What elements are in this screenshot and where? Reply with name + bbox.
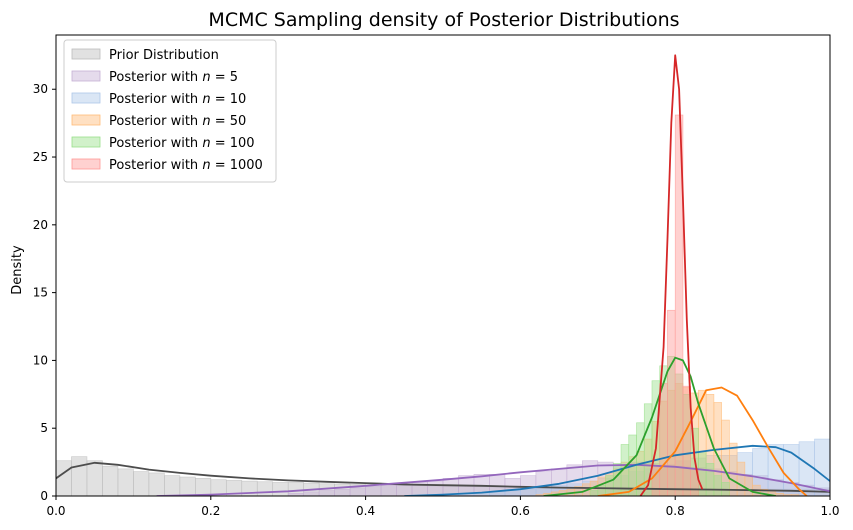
hist-bar (814, 438, 830, 496)
y-tick-label: 30 (33, 82, 48, 96)
legend-label: Posterior with n = 5 (109, 70, 238, 85)
y-tick-label: 25 (33, 150, 48, 164)
hist-bar (705, 463, 715, 496)
x-tick-label: 0.2 (201, 504, 220, 518)
kde-line-5 (639, 54, 704, 496)
hist-bar (256, 481, 274, 496)
legend-swatch (71, 48, 101, 60)
y-tick-label: 0 (40, 489, 48, 503)
plot-inner (56, 54, 830, 496)
legend-label: Posterior with n = 10 (109, 92, 246, 107)
hist-bar (334, 488, 351, 496)
hist-bar (56, 460, 72, 496)
hist-bar (318, 490, 335, 496)
hist-group-0 (56, 456, 830, 496)
legend-label: Posterior with n = 100 (109, 136, 255, 151)
plot-frame (55, 34, 831, 497)
axes: 0.0 0.2 0.4 0.6 0.8 1.0 0 5 10 15 20 25 30 (33, 34, 840, 518)
hist-bar (744, 475, 753, 496)
hist-bar (86, 460, 103, 496)
hist-bar (589, 490, 599, 496)
legend-label: Posterior with n = 1000 (109, 158, 263, 173)
hist-bar (179, 476, 196, 496)
hist-bar (303, 491, 320, 496)
hist-bar (682, 385, 691, 496)
hist-bar (520, 488, 537, 496)
hist-bar (380, 484, 397, 496)
hist-bar (427, 480, 444, 496)
legend-box (63, 39, 277, 183)
hist-bar (117, 468, 134, 496)
hist-group-5 (651, 114, 699, 496)
hist-bar (195, 478, 212, 496)
hist-bar (102, 465, 119, 496)
legend-label: Posterior with n = 50 (109, 114, 246, 129)
y-tick-label: 20 (33, 218, 48, 232)
hist-bar (713, 475, 722, 496)
x-tick-label: 0.0 (46, 504, 65, 518)
plot-area (56, 54, 830, 496)
hist-bar (667, 309, 676, 496)
kde-line-0 (56, 461, 830, 493)
legend-swatch (71, 136, 101, 148)
hist-bar (729, 442, 738, 496)
hist-bar (829, 441, 830, 496)
x-tick-label: 0.6 (511, 504, 530, 518)
hist-bar (365, 486, 382, 496)
x-tick-label: 1.0 (820, 504, 839, 518)
kde-line-2 (404, 444, 830, 496)
hist-bar (164, 475, 181, 496)
hist-bar (396, 483, 413, 496)
hist-bar (272, 482, 289, 496)
chart-title: MCMC Sampling density of Posterior Distr… (208, 9, 679, 31)
kde-line-4 (543, 356, 776, 496)
x-tick-label: 0.8 (666, 504, 685, 518)
hist-bar (71, 456, 88, 496)
y-axis-label: Density (10, 245, 25, 295)
x-tick-label: 0.4 (356, 504, 375, 518)
legend-swatch (71, 70, 101, 82)
y-tick-label: 5 (40, 421, 48, 435)
kde-line-1 (156, 463, 830, 496)
hist-bar (504, 490, 521, 496)
hist-bar (659, 383, 668, 496)
legend-label: Prior Distribution (109, 48, 219, 63)
hist-bar (133, 471, 150, 496)
hist-bar (349, 487, 366, 496)
y-tick-label: 10 (33, 353, 48, 367)
legend: Prior Distribution Posterior with n = 5 Po… (63, 39, 277, 183)
kde-line-3 (597, 386, 808, 496)
hist-bar (605, 475, 614, 496)
legend-swatch (71, 158, 101, 170)
legend-swatch (71, 92, 101, 104)
y-tick-label: 15 (33, 286, 48, 300)
legend-swatch (71, 114, 101, 126)
hist-bar (148, 472, 165, 496)
